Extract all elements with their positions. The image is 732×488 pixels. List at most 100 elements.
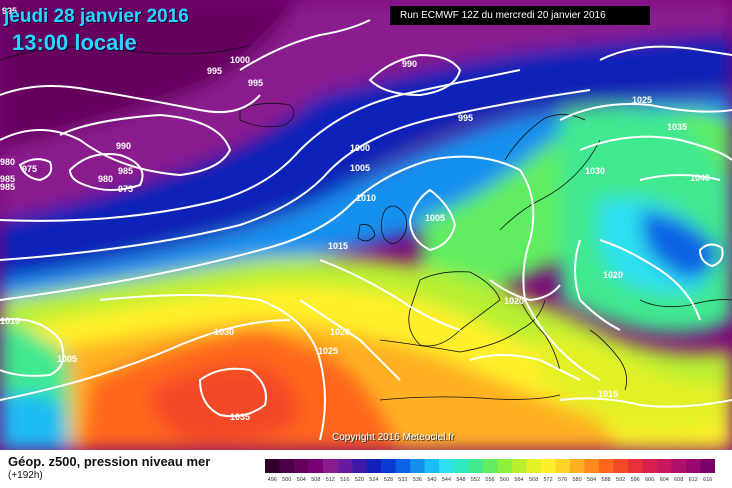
scale-swatch [395, 459, 411, 473]
scale-swatch [685, 459, 701, 473]
weather-map: 995 1000 995 990 995 1025 990 985 975 98… [0, 0, 732, 450]
scale-swatch [308, 459, 324, 473]
isobar-label: 995 [458, 113, 473, 123]
geopotential-field: 995 1000 995 990 995 1025 990 985 975 98… [0, 0, 732, 450]
scale-tick-label: 596 [631, 477, 640, 483]
scale-swatch [540, 459, 556, 473]
scale-tick-label: 524 [369, 477, 378, 483]
isobar-label: 1000 [350, 143, 370, 153]
copyright-notice: Copyright 2016 Meteociel.fr [332, 432, 455, 443]
coastlines [0, 44, 732, 401]
scale-tick-label: 560 [500, 477, 509, 483]
isobar-label: 995 [207, 66, 222, 76]
scale-tick-label: 604 [660, 477, 669, 483]
scale-swatch [424, 459, 440, 473]
isobar-label: 980 [98, 174, 113, 184]
scale-swatch [294, 459, 309, 473]
scale-swatch [468, 459, 484, 473]
isobar-label: 1005 [57, 354, 77, 364]
scale-swatch [497, 459, 513, 473]
scale-tick-label: 608 [674, 477, 683, 483]
scale-tick-label: 576 [558, 477, 567, 483]
scale-swatch [337, 459, 353, 473]
scale-tick-label: 588 [602, 477, 611, 483]
scale-tick-label: 512 [326, 477, 335, 483]
scale-tick-label: 572 [543, 477, 552, 483]
scale-tick-label: 520 [355, 477, 364, 483]
scale-tick-label: 580 [573, 477, 582, 483]
scale-tick-label: 568 [529, 477, 538, 483]
isobar-label: 985 [118, 166, 133, 176]
scale-tick-label: 536 [413, 477, 422, 483]
isobar-label: 1010 [0, 316, 20, 326]
isobar-label: 990 [402, 59, 417, 69]
isobar-label: 1025 [318, 346, 338, 356]
scale-tick-label: 592 [616, 477, 625, 483]
isobar-label: 1035 [230, 412, 250, 422]
scale-tick-label: 500 [282, 477, 291, 483]
forecast-time: 13:00 locale [12, 30, 137, 55]
scale-tick-label: 552 [471, 477, 480, 483]
scale-tick-label: 600 [645, 477, 654, 483]
scale-swatch [439, 459, 455, 473]
isobar-label: 1020 [504, 296, 524, 306]
isobar-label: 985 [0, 174, 15, 184]
scale-swatch [555, 459, 571, 473]
isobars [0, 19, 732, 441]
scale-swatch [642, 459, 658, 473]
scale-swatch [265, 459, 280, 473]
scale-swatch [526, 459, 542, 473]
run-info: Run ECMWF 12Z du mercredi 20 janvier 201… [390, 6, 650, 25]
isobar-label: 1005 [350, 163, 370, 173]
scale-swatch [410, 459, 425, 473]
scale-tick-label: 548 [456, 477, 465, 483]
scale-swatch [627, 459, 643, 473]
isobar-label: 1015 [598, 389, 618, 399]
scale-swatch [671, 459, 687, 473]
scale-swatch [584, 459, 600, 473]
scale-tick-label: 612 [689, 477, 698, 483]
isobar-label: 975 [118, 184, 133, 194]
scale-tick-label: 504 [297, 477, 306, 483]
isobar-label: 980 [0, 157, 15, 167]
scale-tick-label: 532 [398, 477, 407, 483]
isobar-label: 1010 [356, 193, 376, 203]
isobar-label: 1020 [330, 327, 350, 337]
scale-tick-label: 540 [427, 477, 436, 483]
isobar-label: 1030 [214, 327, 234, 337]
scale-tick-label: 616 [703, 477, 712, 483]
isobar-label: 1040 [690, 173, 710, 183]
isobar-label: 995 [248, 78, 263, 88]
scale-tick-label: 564 [514, 477, 523, 483]
isobar-label: 1020 [603, 270, 623, 280]
scale-swatch [656, 459, 672, 473]
scale-swatch [381, 459, 396, 473]
scale-tick-label: 516 [340, 477, 349, 483]
scale-tick-label: 544 [442, 477, 451, 483]
scale-tick-label: 496 [268, 477, 277, 483]
scale-tick-label: 584 [587, 477, 596, 483]
scale-swatch [482, 459, 498, 473]
isobar-label: 1030 [585, 166, 605, 176]
isobar-label: 1005 [425, 213, 445, 223]
isobar-label: 990 [116, 141, 131, 151]
scale-swatch [453, 459, 469, 473]
scale-swatch [613, 459, 629, 473]
isobar-label: 1000 [230, 55, 250, 65]
lead-time: (+192h) [8, 470, 43, 481]
isobar-label: 1035 [667, 122, 687, 132]
color-scale: 496 500 504 508 512 516 520 524 528 532 536 540 544 5… [265, 459, 715, 483]
scale-tick-label: 556 [485, 477, 494, 483]
forecast-date: jeudi 28 janvier 2016 [4, 6, 189, 27]
scale-swatch [511, 459, 527, 473]
scale-swatch [569, 459, 585, 473]
pressure-labels: 995 1000 995 990 995 1025 990 985 975 98… [0, 6, 710, 422]
scale-swatch [352, 459, 367, 473]
scale-tick-label: 528 [384, 477, 393, 483]
isobar-label: 975 [22, 164, 37, 174]
isobar-label: 985 [0, 182, 15, 192]
isobar-label: 1025 [632, 95, 652, 105]
scale-tick-label: 508 [311, 477, 320, 483]
product-title: Géop. z500, pression niveau mer [8, 454, 211, 469]
scale-swatch [598, 459, 614, 473]
